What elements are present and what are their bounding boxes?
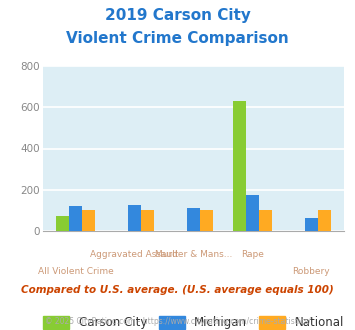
Text: Compared to U.S. average. (U.S. average equals 100): Compared to U.S. average. (U.S. average … (21, 285, 334, 295)
Bar (318, 210, 331, 231)
Bar (128, 205, 141, 231)
Bar (259, 210, 272, 231)
Text: Murder & Mans...: Murder & Mans... (155, 250, 232, 259)
Text: Aggravated Assault: Aggravated Assault (91, 250, 179, 259)
Bar (82, 210, 95, 231)
Text: © 2025 CityRating.com - https://www.cityrating.com/crime-statistics/: © 2025 CityRating.com - https://www.city… (45, 317, 310, 326)
Text: 2019 Carson City: 2019 Carson City (105, 8, 250, 23)
Bar (187, 208, 200, 231)
Bar (233, 101, 246, 231)
Text: Violent Crime Comparison: Violent Crime Comparison (66, 31, 289, 46)
Bar (305, 217, 318, 231)
Text: Robbery: Robbery (293, 267, 330, 276)
Bar (246, 195, 259, 231)
Text: All Violent Crime: All Violent Crime (38, 267, 114, 276)
Bar (69, 206, 82, 231)
Bar (141, 210, 154, 231)
Text: Rape: Rape (241, 250, 264, 259)
Legend: Carson City, Michigan, National: Carson City, Michigan, National (38, 311, 349, 330)
Bar (200, 210, 213, 231)
Bar (56, 215, 69, 231)
